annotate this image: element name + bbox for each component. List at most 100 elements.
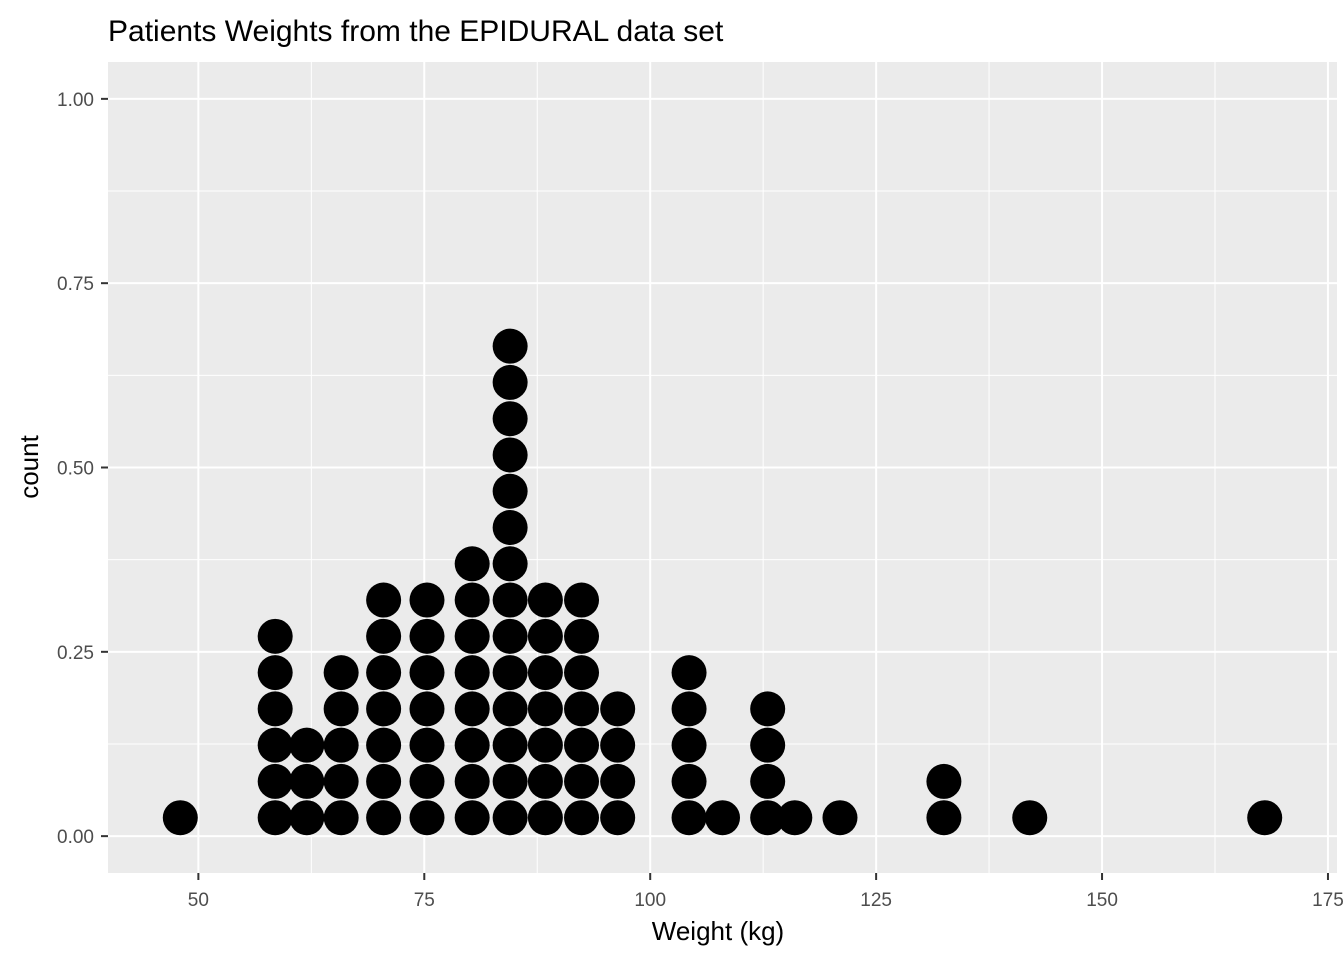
dot [492, 691, 528, 727]
dot [323, 800, 359, 836]
dot [492, 800, 528, 836]
y-tick-label: 0.00 [57, 827, 94, 848]
dot [323, 763, 359, 799]
x-tick-label: 125 [860, 890, 892, 911]
dot [409, 763, 445, 799]
dot [366, 582, 402, 618]
dot [527, 763, 563, 799]
dot [257, 691, 293, 727]
dot [492, 763, 528, 799]
y-tick-label: 0.50 [57, 459, 94, 480]
y-tick-label: 1.00 [57, 90, 94, 111]
dot [492, 618, 528, 654]
dot [600, 800, 636, 836]
dot [323, 691, 359, 727]
dot [564, 800, 600, 836]
dot [527, 800, 563, 836]
dot [492, 401, 528, 437]
dot [527, 655, 563, 691]
dot [409, 691, 445, 727]
y-tick-label: 0.25 [57, 643, 94, 664]
dot [777, 800, 813, 836]
dot [257, 763, 293, 799]
dot [289, 727, 325, 763]
dot [492, 727, 528, 763]
dot [366, 655, 402, 691]
dot [323, 727, 359, 763]
dot [454, 727, 490, 763]
y-tick-label: 0.75 [57, 274, 94, 295]
dot [600, 763, 636, 799]
dot [492, 510, 528, 546]
dot [257, 727, 293, 763]
dot [750, 691, 786, 727]
dot [492, 655, 528, 691]
dot [822, 800, 858, 836]
dot [409, 655, 445, 691]
dot [454, 618, 490, 654]
x-tick-label: 100 [634, 890, 666, 911]
x-tick-label: 175 [1312, 890, 1344, 911]
dot [492, 328, 528, 364]
dot [671, 727, 707, 763]
dot [289, 763, 325, 799]
dot [926, 800, 962, 836]
x-axis: 50 75 100 125 150 175 [188, 873, 1344, 911]
x-tick-label: 75 [414, 890, 435, 911]
dot [492, 582, 528, 618]
dot [600, 727, 636, 763]
dot [671, 763, 707, 799]
dot [492, 546, 528, 582]
dot [257, 655, 293, 691]
dot [454, 763, 490, 799]
dot [366, 618, 402, 654]
dot [454, 546, 490, 582]
dot [750, 800, 786, 836]
dot [366, 727, 402, 763]
x-tick-label: 150 [1086, 890, 1118, 911]
dot [671, 655, 707, 691]
dot [1012, 800, 1048, 836]
dot [366, 800, 402, 836]
dot [926, 763, 962, 799]
dot [289, 800, 325, 836]
dot [527, 618, 563, 654]
y-axis-title: count [14, 434, 44, 498]
dot [492, 437, 528, 473]
dot [564, 655, 600, 691]
dot [257, 618, 293, 654]
dot [257, 800, 293, 836]
dot-layer [162, 328, 1283, 836]
dot [492, 364, 528, 400]
dot [323, 655, 359, 691]
dot [454, 691, 490, 727]
dot [409, 582, 445, 618]
dot [409, 727, 445, 763]
dot [366, 763, 402, 799]
dot [1247, 800, 1283, 836]
dot [527, 691, 563, 727]
dot [162, 800, 198, 836]
dot [454, 582, 490, 618]
dot [750, 763, 786, 799]
dot [705, 800, 740, 836]
dot [527, 582, 563, 618]
dot [564, 727, 600, 763]
dot [409, 800, 445, 836]
dot [671, 691, 707, 727]
y-axis: 0.00 0.25 0.50 0.75 1.00 [57, 90, 108, 848]
dot [527, 727, 563, 763]
dot [600, 691, 636, 727]
dot [671, 800, 707, 836]
x-tick-label: 50 [188, 890, 209, 911]
dot [409, 618, 445, 654]
x-axis-title: Weight (kg) [652, 916, 784, 946]
dot [454, 655, 490, 691]
dot [492, 473, 528, 509]
chart-title: Patients Weights from the EPIDURAL data … [108, 15, 724, 48]
dot [564, 582, 600, 618]
dot [564, 691, 600, 727]
dot [366, 691, 402, 727]
dot [564, 763, 600, 799]
